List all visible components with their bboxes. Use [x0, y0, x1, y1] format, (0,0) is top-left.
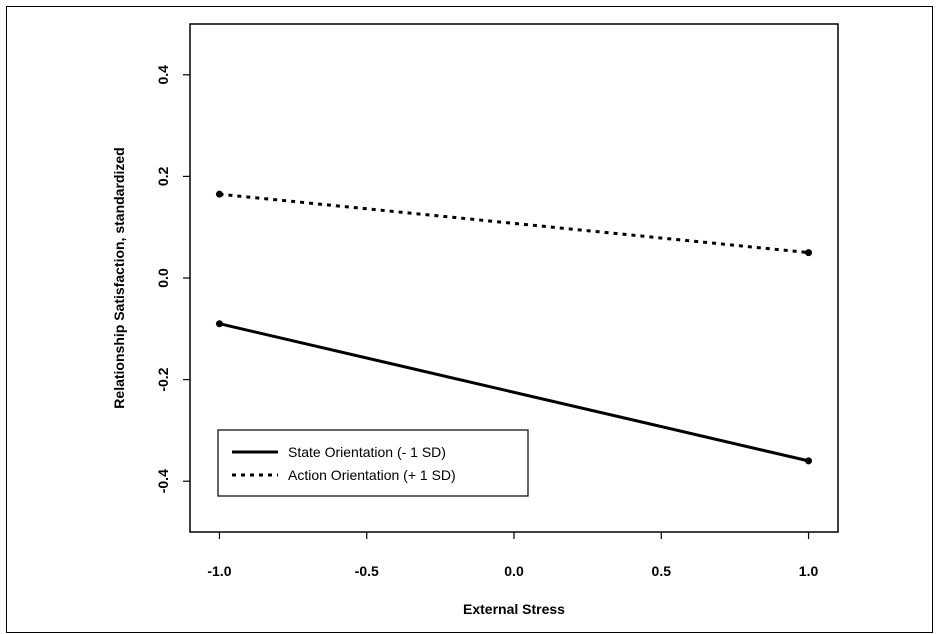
- y-tick-label: -0.2: [155, 367, 171, 391]
- x-axis: -1.0 -0.5 0.0 0.5 1.0: [207, 532, 818, 579]
- legend-label-action-orientation: Action Orientation (+ 1 SD): [288, 467, 456, 483]
- series-line-state-orientation: [219, 322, 809, 463]
- x-tick-label: -0.5: [355, 563, 379, 579]
- y-axis: -0.4 -0.2 0.0 0.2 0.4: [155, 65, 190, 493]
- x-tick-label: 0.0: [504, 563, 524, 579]
- legend-label-state-orientation: State Orientation (- 1 SD): [288, 444, 446, 460]
- data-point: [805, 457, 813, 465]
- data-point: [215, 190, 223, 198]
- x-tick-label: 0.5: [652, 563, 672, 579]
- legend: State Orientation (- 1 SD) Action Orient…: [217, 429, 529, 497]
- y-tick-label: 0.4: [155, 65, 171, 85]
- y-tick-label: 0.2: [155, 166, 171, 186]
- data-point: [215, 320, 223, 328]
- y-tick-label: -0.4: [155, 469, 171, 493]
- legend-box: [217, 429, 529, 497]
- x-tick-label: -1.0: [207, 563, 231, 579]
- x-tick-label: 1.0: [799, 563, 819, 579]
- figure-frame: [6, 6, 933, 633]
- y-axis-title: Relationship Satisfaction, standardized: [111, 147, 127, 408]
- x-axis-title: External Stress: [463, 601, 565, 617]
- data-point: [805, 249, 813, 257]
- y-tick-label: 0.0: [155, 268, 171, 288]
- series-line-action-orientation: [219, 192, 809, 255]
- series-layer: [215, 190, 813, 465]
